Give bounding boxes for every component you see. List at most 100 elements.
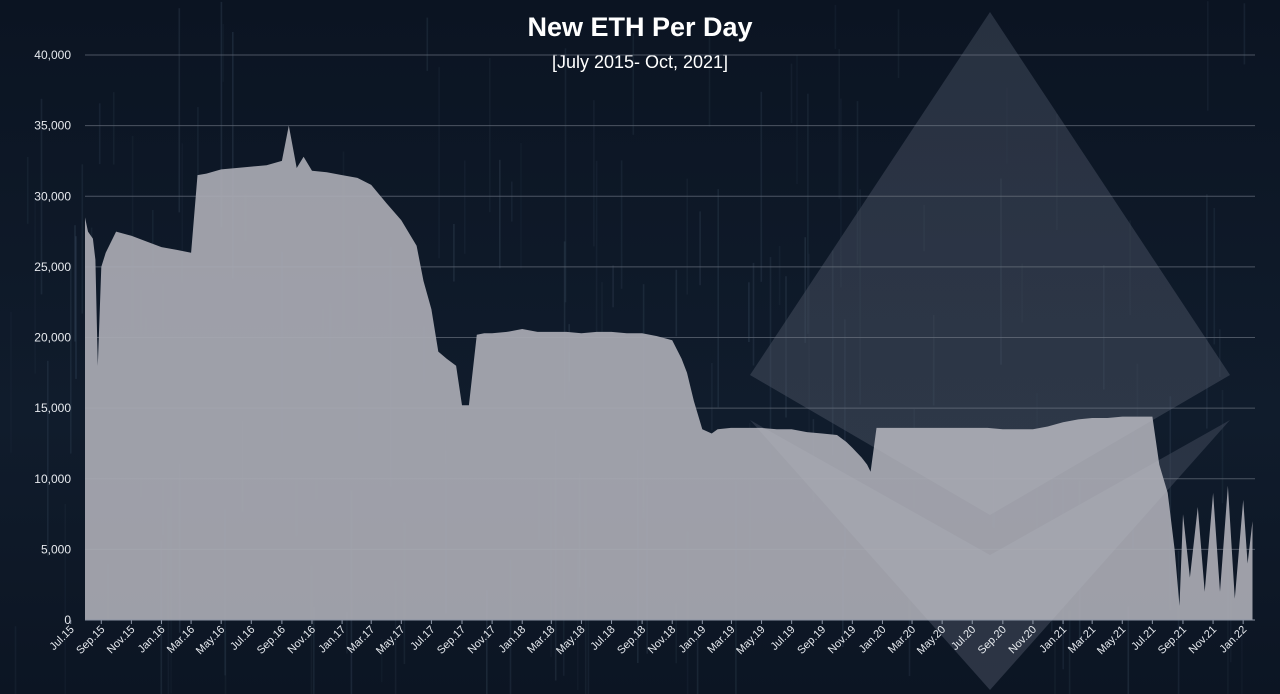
code-streak [563,241,566,401]
x-tick-label: Sep.15 [74,624,107,657]
x-tick-label: Jan.22 [1217,624,1249,656]
code-streak [197,107,199,208]
code-streak [220,1,223,228]
x-tick-label: Sep.19 [795,624,828,657]
code-streak [10,311,12,453]
chart-subtitle: [July 2015- Oct, 2021] [551,52,729,72]
code-streak [620,160,623,289]
code-streak [576,552,579,690]
x-tick-label: Mar.21 [1066,624,1098,656]
code-streak [778,245,781,306]
code-streak [486,590,488,694]
x-tick-label: Jul.17 [408,624,437,653]
code-streak [593,100,595,247]
code-streak [232,32,234,279]
code-streak [1207,1,1209,111]
x-tick-label: Jul.18 [588,624,617,653]
ethereum-logo-overlay-bottom [750,420,1230,690]
code-streak [40,98,43,295]
x-tick-label: May.21 [1095,624,1128,657]
code-streak [64,503,66,694]
code-streak [1241,629,1243,694]
code-streak [453,224,455,282]
x-tick-label: Sep.16 [255,624,288,657]
code-streak [47,360,49,557]
code-streak [748,282,750,342]
y-tick-label: 35,000 [34,119,71,133]
y-tick-label: 0 [64,613,71,627]
x-tick-label: Nov.21 [1187,624,1220,657]
code-streak [26,157,29,224]
x-tick-label: Nov.18 [646,624,679,657]
code-streak [1213,208,1216,345]
x-tick-label: Mar.20 [886,624,918,656]
code-streak [426,17,429,71]
code-streak [790,63,793,123]
y-tick-label: 20,000 [34,331,71,345]
code-streak [675,269,678,337]
y-tick-label: 30,000 [34,189,71,203]
code-streak [838,49,840,199]
x-tick-label: Jul.16 [228,624,257,653]
x-tick-label: May.17 [374,624,407,657]
code-streak [511,181,513,222]
code-streak [632,33,635,135]
code-streak [310,565,313,694]
code-streak [1177,550,1180,694]
code-streak [752,262,755,366]
code-streak [760,91,763,282]
x-tick-label: Jan.20 [857,624,889,656]
x-tick-label: Mar.16 [165,624,197,656]
x-tick-label: Jan.18 [496,624,528,656]
code-streak [1068,610,1071,694]
code-streak [686,178,688,295]
code-streak [717,189,719,408]
y-tick-label: 10,000 [34,472,71,486]
code-streak [112,92,115,165]
code-streak [464,160,466,254]
y-tick-label: 5,000 [41,542,71,556]
code-streak [804,237,806,343]
code-streak [509,559,512,694]
code-streak [489,57,491,213]
code-streak [807,93,809,334]
code-streak [711,363,713,431]
code-streak [381,639,383,683]
x-tick-label: Sep.17 [435,624,468,657]
x-tick-label: Sep.21 [1156,624,1189,657]
code-streak [840,98,842,288]
code-streak [74,225,76,342]
code-streak [181,143,183,283]
code-streak [75,236,77,379]
code-streak [584,558,587,694]
x-tick-label: Jan.17 [316,624,348,656]
code-streak [394,580,397,694]
code-streak [699,211,701,286]
code-streak [178,8,181,213]
code-streak [98,103,101,165]
y-tick-label: 40,000 [34,48,71,62]
code-streak [224,630,227,694]
code-streak [313,607,315,694]
code-streak [708,15,711,127]
x-tick-label: Jul.21 [1129,624,1158,653]
code-streak [897,9,900,78]
x-tick-label: Mar.19 [705,624,737,656]
code-streak [844,319,846,559]
code-streak [834,4,837,49]
code-streak [1243,3,1246,65]
code-streak [612,265,614,308]
x-tick-label: Sep.18 [615,624,648,657]
x-tick-label: Mar.17 [345,624,377,656]
code-streak [696,633,699,694]
code-streak [222,23,225,82]
x-tick-label: May.19 [734,624,767,657]
code-streak [796,55,798,184]
code-streak [81,164,84,314]
ethereum-logo-overlay-top [750,12,1230,515]
code-streak [520,142,522,269]
y-tick-label: 15,000 [34,401,71,415]
code-streak [675,603,677,664]
